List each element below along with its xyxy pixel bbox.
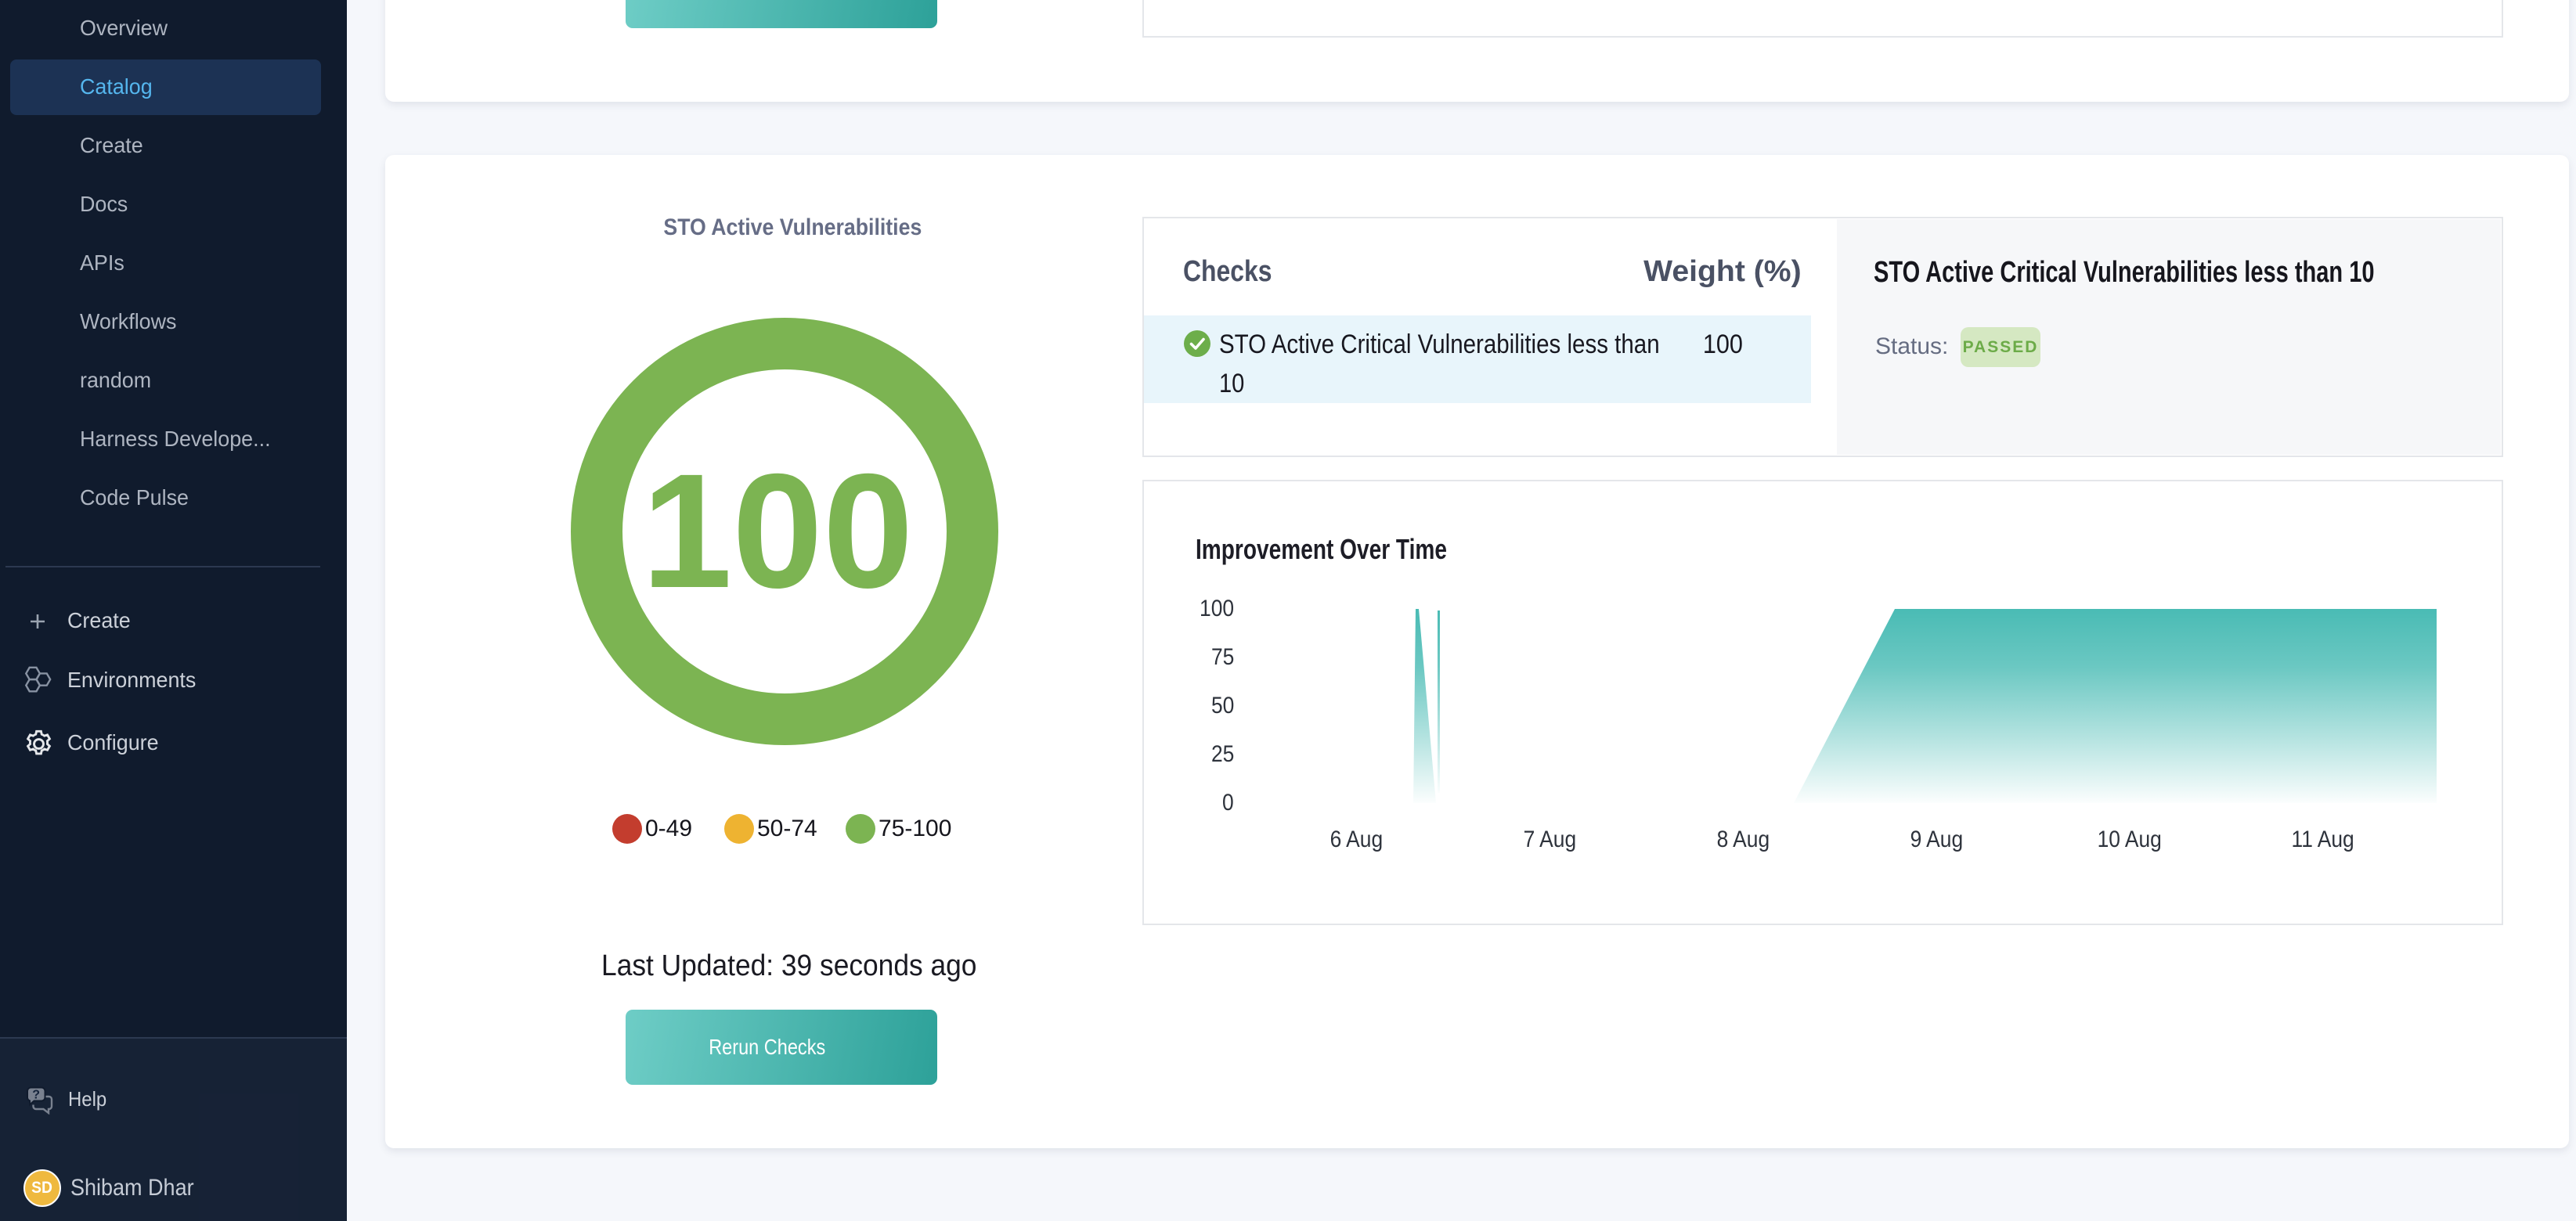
svg-text:?: ? xyxy=(32,1088,40,1101)
